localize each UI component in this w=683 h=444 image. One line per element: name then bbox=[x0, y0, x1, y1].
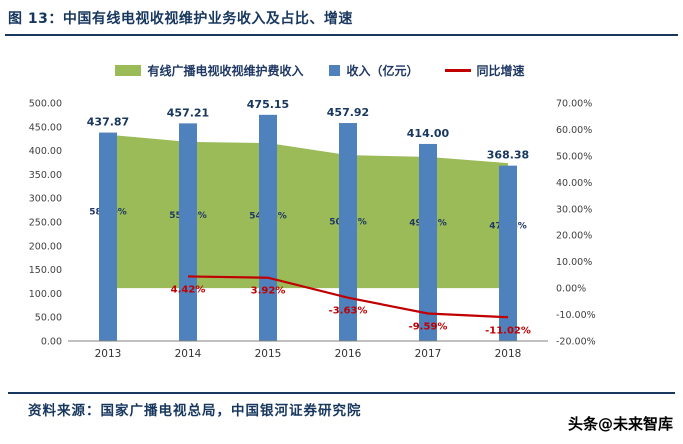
footer-rule bbox=[8, 392, 675, 394]
left-axis-tick: 0.00 bbox=[41, 337, 62, 348]
x-axis-label: 2016 bbox=[335, 348, 362, 360]
revenue-bar bbox=[419, 143, 437, 341]
yoy-growth-line bbox=[187, 275, 509, 319]
bar-data-label: 437.87 bbox=[87, 116, 129, 129]
line-data-label: -9.59% bbox=[409, 321, 448, 332]
revenue-combo-chart: 500.00 450.00 400.00 350.00 300.00 250.00 200.… bbox=[29, 98, 596, 360]
figure-header: 图 13：中国有线电视收视维护业务收入及占比、增速 bbox=[0, 0, 683, 32]
revenue-bar bbox=[259, 114, 277, 341]
line-data-label: -11.02% bbox=[485, 325, 531, 336]
bar-data-label: 368.38 bbox=[487, 149, 529, 162]
legend-label-line: 同比增速 bbox=[476, 64, 525, 78]
left-axis-tick: 300.00 bbox=[29, 194, 62, 205]
figure-title: 图 13：中国有线电视收视维护业务收入及占比、增速 bbox=[8, 11, 353, 27]
left-axis-tick: 150.00 bbox=[29, 265, 62, 276]
left-axis-tick: 400.00 bbox=[29, 146, 62, 157]
bar-data-label: 457.21 bbox=[167, 106, 209, 119]
x-axis-label: 2017 bbox=[415, 348, 442, 360]
legend-item-line: 同比增速 bbox=[444, 62, 525, 79]
footer-row: 资料来源：国家广播电视总局，中国银河证券研究院 头条@未来智库 bbox=[8, 399, 675, 434]
line-legend-swatch bbox=[444, 69, 471, 72]
area-legend-swatch bbox=[115, 65, 142, 76]
right-axis-tick: 60.00% bbox=[556, 125, 592, 136]
watermark: 头条@未来智库 bbox=[567, 415, 673, 433]
x-axis-label: 2015 bbox=[255, 348, 282, 360]
line-data-label: 3.92% bbox=[251, 286, 286, 297]
revenue-bar bbox=[99, 132, 117, 341]
right-axis-tick: 40.00% bbox=[556, 178, 592, 189]
left-axis-tick: 100.00 bbox=[29, 289, 62, 300]
right-axis-tick: -10.00% bbox=[556, 310, 596, 321]
figure-footer: 资料来源：国家广播电视总局，中国银河证券研究院 头条@未来智库 bbox=[0, 392, 683, 434]
right-axis-tick: 30.00% bbox=[556, 204, 592, 215]
right-axis-tick: 70.00% bbox=[556, 99, 592, 110]
bar-data-label: 475.15 bbox=[247, 98, 289, 111]
revenue-bar bbox=[499, 165, 517, 341]
title-rule bbox=[5, 34, 678, 36]
left-axis-tick: 450.00 bbox=[29, 122, 62, 133]
left-axis-tick: 350.00 bbox=[29, 170, 62, 181]
legend-label-area: 有线广播电视收视维护费收入 bbox=[147, 64, 304, 78]
proportion-area bbox=[108, 134, 508, 289]
legend-label-bar: 收入（亿元） bbox=[346, 64, 419, 78]
line-data-label: -3.63% bbox=[329, 306, 368, 317]
right-axis-tick: 50.00% bbox=[556, 151, 592, 162]
x-axis-label: 2013 bbox=[95, 348, 122, 360]
right-axis-tick: 20.00% bbox=[556, 231, 592, 242]
revenue-bar bbox=[179, 123, 197, 341]
left-axis-tick: 50.00 bbox=[35, 313, 62, 324]
line-data-label: 4.42% bbox=[171, 284, 206, 295]
right-axis-tick: 0.00% bbox=[556, 284, 586, 295]
x-axis-label: 2018 bbox=[495, 348, 522, 360]
right-axis-tick: -20.00% bbox=[556, 337, 596, 348]
right-axis-tick: 10.00% bbox=[556, 257, 592, 268]
left-axis-tick: 200.00 bbox=[29, 241, 62, 252]
bar-data-label: 457.92 bbox=[327, 106, 369, 119]
legend-item-area: 有线广播电视收视维护费收入 bbox=[115, 62, 303, 79]
left-axis-tick: 250.00 bbox=[29, 218, 62, 229]
left-axis-tick: 500.00 bbox=[29, 99, 62, 110]
legend-item-bar: 收入（亿元） bbox=[329, 62, 419, 79]
bar-legend-swatch bbox=[329, 65, 341, 76]
chart-container: 有线广播电视收视维护费收入 收入（亿元） 同比增速 500.00 450.00 40… bbox=[14, 62, 626, 377]
source-note: 资料来源：国家广播电视总局，中国银河证券研究院 bbox=[28, 403, 362, 419]
x-axis-label: 2014 bbox=[175, 348, 202, 360]
revenue-bar bbox=[339, 123, 357, 341]
chart-legend: 有线广播电视收视维护费收入 收入（亿元） 同比增速 bbox=[14, 62, 626, 79]
bar-data-label: 414.00 bbox=[407, 127, 450, 140]
